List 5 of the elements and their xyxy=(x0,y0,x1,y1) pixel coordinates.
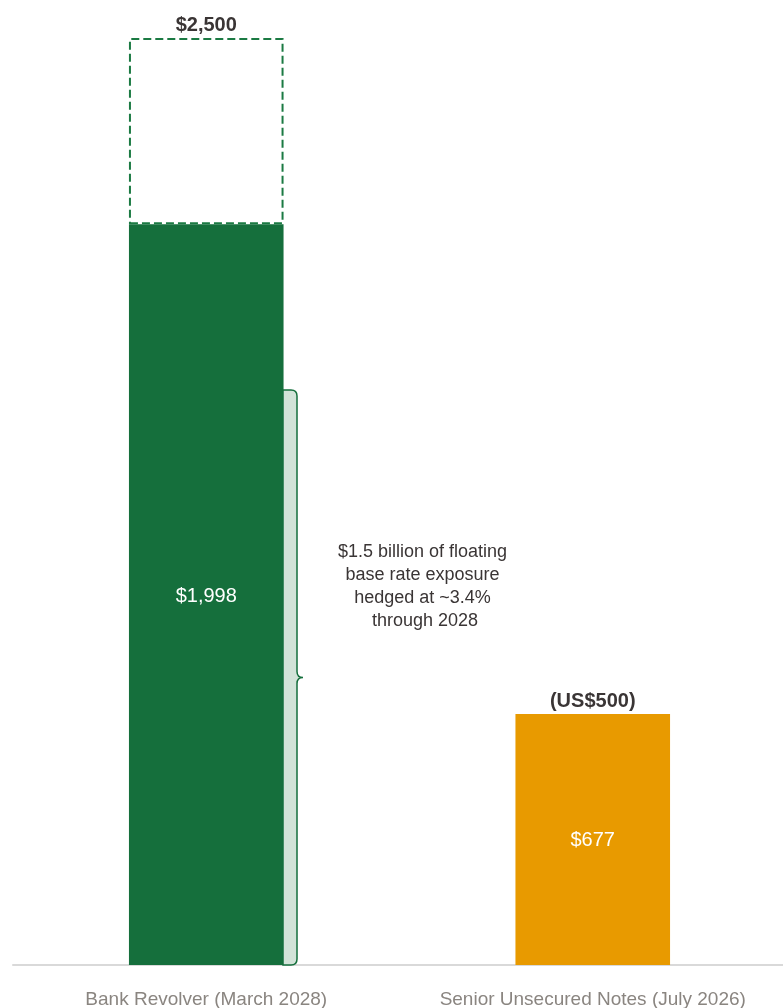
total-label: (US$500) xyxy=(549,688,636,711)
total-label: $2,500 xyxy=(175,13,237,35)
data-label: $1,998 xyxy=(175,583,237,606)
data-label: $677 xyxy=(570,828,615,851)
annotation: $1.5 billion of floating base rate exposure hedged at ~3.4% through 2028 xyxy=(337,540,513,630)
